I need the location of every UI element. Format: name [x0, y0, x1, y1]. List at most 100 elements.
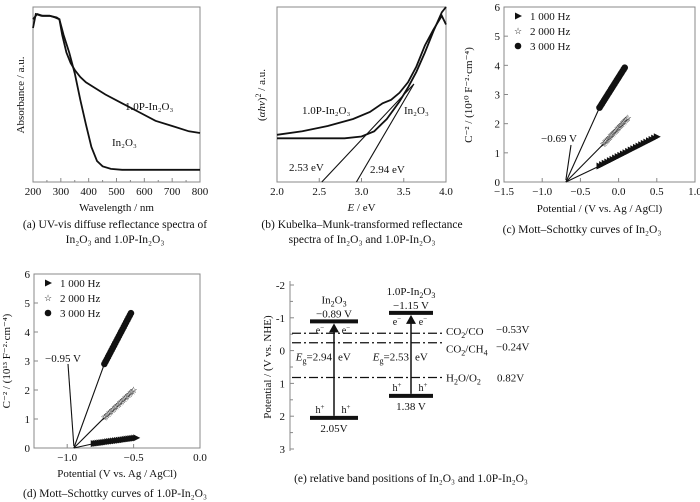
redox-value: −0.53V: [496, 324, 529, 336]
data-point: ☆: [618, 119, 626, 129]
y-tick-label: -2: [276, 280, 285, 292]
x-tick-label: 0.0: [612, 186, 626, 198]
legend-marker: ☆: [514, 26, 522, 36]
cb-potential-label: −1.15 V: [393, 300, 429, 312]
data-point: ☆: [605, 133, 613, 143]
x-tick-label: −0.5: [124, 452, 144, 464]
data-point: ☆: [128, 386, 136, 396]
data-point: ☆: [600, 138, 608, 148]
redox-label-co2-co: CO2/CO: [446, 326, 484, 340]
legend-entry: 3 000 Hz: [60, 308, 100, 320]
x-axis-label: Wavelength / nm: [79, 202, 154, 214]
data-point: ☆: [112, 401, 120, 411]
data-point: [653, 133, 661, 141]
data-point: ☆: [617, 120, 625, 130]
data-point: ☆: [118, 396, 126, 406]
electron-label: e−: [393, 315, 401, 328]
data-point: ☆: [116, 398, 124, 408]
data-point: ☆: [107, 406, 115, 416]
hole-label: h+: [393, 381, 402, 394]
data-point: ☆: [126, 389, 134, 399]
y-tick-label: 0: [495, 177, 501, 189]
data-point: ☆: [122, 393, 130, 403]
bandgap-unit: eV: [338, 351, 351, 363]
data-point: ☆: [115, 399, 123, 409]
y-tick-label: 6: [495, 2, 501, 14]
y-axis-label: C⁻² / (10¹⁰ F⁻²·cm⁻⁴): [463, 47, 475, 143]
data-point: [133, 434, 141, 442]
flatband-label: −0.95 V: [45, 353, 81, 365]
x-tick-label: 2.0: [270, 186, 284, 198]
tangent-line: [321, 83, 415, 183]
y-axis-label: C⁻² / (10¹³ F⁻²·cm⁻⁴): [1, 313, 13, 408]
legend-entry: 2 000 Hz: [530, 26, 570, 38]
x-tick-label: 300: [53, 186, 70, 198]
redox-value: 0.82V: [497, 372, 524, 384]
data-point: ☆: [604, 134, 612, 144]
electron-label: e−: [419, 315, 427, 328]
y-tick-label: 3: [25, 356, 31, 368]
x-tick-label: 4.0: [439, 186, 453, 198]
data-point: ☆: [104, 409, 112, 419]
data-point: ☆: [599, 139, 607, 149]
data-point: ☆: [606, 132, 614, 142]
x-axis-label: Potential (V vs. Ag / AgCl): [57, 468, 177, 480]
x-axis-label: E / eV: [346, 202, 375, 214]
legend-marker: ☆: [44, 293, 52, 303]
electron-label: e−: [316, 323, 324, 336]
redox-value: −0.24V: [496, 342, 529, 354]
legend-marker: [45, 279, 52, 287]
data-point: ☆: [607, 131, 615, 141]
y-tick-label: 1: [25, 414, 31, 426]
x-tick-label: 3.5: [397, 186, 411, 198]
legend-entry: 3 000 Hz: [530, 41, 570, 53]
fit-line: [73, 443, 94, 449]
x-tick-label: 2.5: [312, 186, 326, 198]
series-label-1p-in2o3: 1.0P-In₂O₃: [302, 105, 350, 117]
fit-line: [565, 165, 600, 183]
hole-label: h+: [342, 403, 351, 416]
hole-label: h+: [419, 381, 428, 394]
data-point: ☆: [608, 130, 616, 140]
panel-d-caption: (d) Mott–Schottky curves of 1.0P-In₂O₃: [23, 488, 207, 500]
x-tick-label: −1.0: [57, 452, 77, 464]
x-tick-label: 700: [164, 186, 181, 198]
panel-a-caption: In₂O₃ and 1.0P-In₂O₃: [66, 234, 165, 246]
y-tick-label: 1: [280, 378, 286, 390]
data-point: ☆: [106, 408, 114, 418]
panel-b-caption: spectra of In₂O₃ and 1.0P-In₂O₃: [289, 234, 436, 246]
y-tick-label: 2: [25, 385, 31, 397]
y-tick-label: 5: [495, 31, 501, 43]
data-point: ☆: [619, 118, 627, 128]
y-tick-label: 3: [280, 444, 286, 456]
panel-b-caption: (b) Kubelka–Munk-transformed reflectance: [261, 219, 462, 231]
bandgap-label: Eg=2.53: [372, 351, 410, 365]
data-point: ☆: [124, 390, 132, 400]
material-name: In2O3: [321, 294, 346, 308]
hole-label: h+: [316, 403, 325, 416]
data-point: ☆: [613, 125, 621, 135]
fit-line: [73, 363, 105, 449]
series-line-In₂O₃: [277, 6, 447, 140]
series-line-1.0P-In₂O₃: [32, 12, 201, 134]
data-point: ☆: [623, 114, 631, 124]
legend-marker: [515, 12, 522, 20]
data-point: ☆: [100, 413, 108, 423]
x-tick-label: 1.0: [688, 186, 700, 198]
bandgap-label: Eg=2.94: [295, 351, 333, 365]
y-tick-label: 2: [280, 411, 286, 423]
series-label-in2o3: In₂O₃: [112, 137, 137, 149]
series-label-1p-in2o3: 1.0P-In₂O₃: [125, 101, 173, 113]
vb-potential-label: 2.05V: [320, 423, 347, 435]
data-point: ☆: [616, 121, 624, 131]
arrow-head: [329, 323, 339, 333]
data-point: [621, 64, 629, 71]
y-tick-label: -1: [276, 313, 285, 325]
y-tick-label: 4: [25, 327, 31, 339]
data-point: ☆: [609, 128, 617, 138]
panel-c-caption: (c) Mott–Schottky curves of In₂O₃: [503, 224, 662, 236]
panel-e-caption: (e) relative band positions of In₂O₃ and…: [294, 473, 528, 485]
series-line-In₂O₃: [32, 12, 200, 171]
data-point: ☆: [615, 122, 623, 132]
